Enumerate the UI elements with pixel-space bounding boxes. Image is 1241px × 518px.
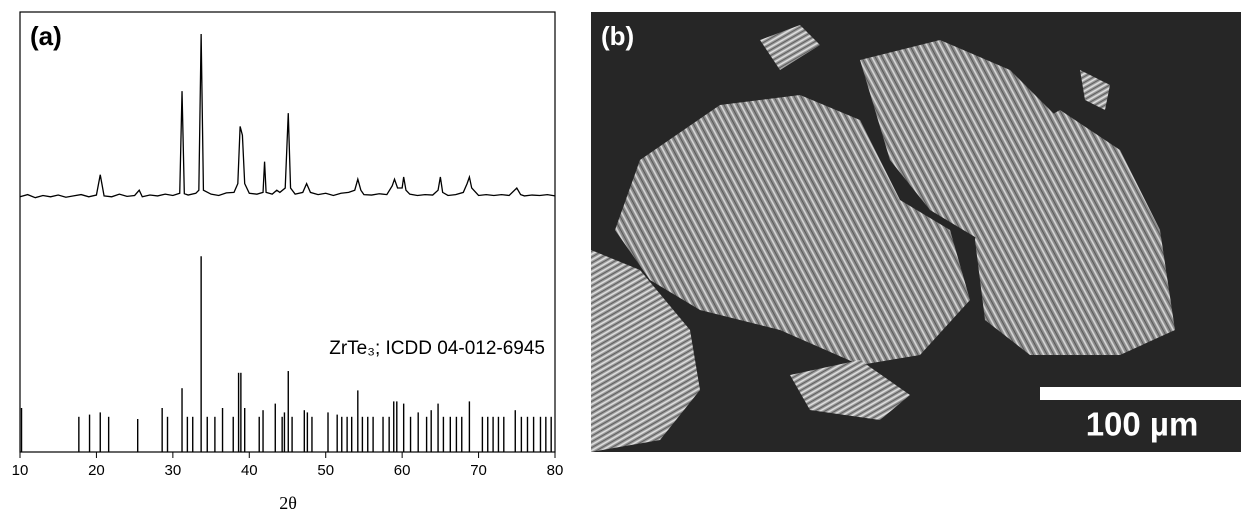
x-tick-label: 10 <box>12 462 29 479</box>
plot-frame <box>19 11 556 453</box>
x-tick-label: 70 <box>470 462 487 479</box>
sem-particle <box>591 250 700 452</box>
scale-bar-label: 100 µm <box>1086 406 1199 443</box>
panel-label: (b) <box>601 21 634 51</box>
x-tick-label: 40 <box>241 462 258 479</box>
x-tick-label: 20 <box>88 462 105 479</box>
x-axis-label: 2θ <box>279 493 297 513</box>
sem-particle <box>760 25 820 70</box>
sem-particle <box>1080 70 1110 110</box>
x-tick-label: 60 <box>394 462 411 479</box>
x-tick-label: 30 <box>165 462 182 479</box>
scale-bar <box>1040 387 1241 400</box>
x-tick-label: 80 <box>547 462 564 479</box>
sem-particle <box>975 110 1175 355</box>
sem-image: (b) 100 µm <box>591 12 1241 452</box>
annotation: ZrTe₃; ICDD 04-012-6945 <box>329 338 545 359</box>
sem-particle <box>615 95 970 365</box>
panel-label: (a) <box>30 21 62 51</box>
sem-particle <box>790 360 910 420</box>
x-tick-label: 50 <box>317 462 334 479</box>
xrd-pattern <box>19 33 556 199</box>
